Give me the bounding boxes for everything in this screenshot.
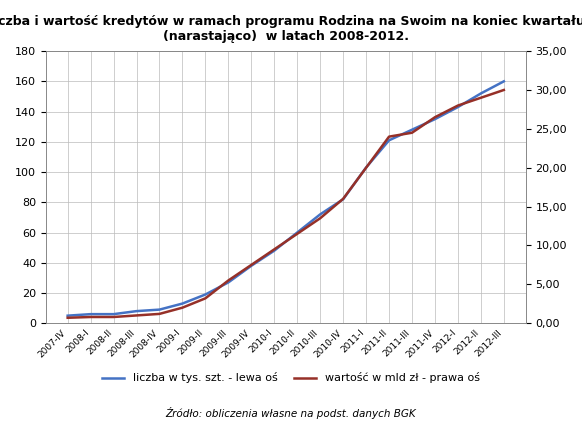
Text: Źródło: obliczenia własne na podst. danych BGK: Źródło: obliczenia własne na podst. dany…	[166, 407, 416, 419]
wartość w mld zł - prawa oś	[225, 278, 232, 283]
wartość w mld zł - prawa oś	[385, 134, 392, 139]
Line: liczba w tys. szt. - lewa oś: liczba w tys. szt. - lewa oś	[68, 81, 504, 316]
liczba w tys. szt. - lewa oś	[363, 165, 370, 170]
wartość w mld zł - prawa oś	[477, 95, 484, 100]
wartość w mld zł - prawa oś	[431, 115, 438, 120]
wartość w mld zł - prawa oś	[363, 165, 370, 170]
wartość w mld zł - prawa oś	[409, 130, 416, 135]
liczba w tys. szt. - lewa oś	[225, 280, 232, 285]
liczba w tys. szt. - lewa oś	[340, 197, 347, 202]
wartość w mld zł - prawa oś	[156, 311, 163, 316]
liczba w tys. szt. - lewa oś	[501, 79, 508, 84]
liczba w tys. szt. - lewa oś	[87, 312, 94, 317]
liczba w tys. szt. - lewa oś	[477, 91, 484, 96]
liczba w tys. szt. - lewa oś	[133, 309, 140, 314]
wartość w mld zł - prawa oś	[202, 296, 209, 301]
wartość w mld zł - prawa oś	[294, 231, 301, 236]
liczba w tys. szt. - lewa oś	[409, 127, 416, 132]
wartość w mld zł - prawa oś	[501, 87, 508, 92]
wartość w mld zł - prawa oś	[179, 305, 186, 310]
wartość w mld zł - prawa oś	[87, 314, 94, 319]
liczba w tys. szt. - lewa oś	[455, 104, 462, 110]
wartość w mld zł - prawa oś	[455, 103, 462, 108]
liczba w tys. szt. - lewa oś	[248, 263, 255, 268]
liczba w tys. szt. - lewa oś	[156, 307, 163, 312]
liczba w tys. szt. - lewa oś	[110, 312, 117, 317]
liczba w tys. szt. - lewa oś	[431, 117, 438, 122]
liczba w tys. szt. - lewa oś	[179, 301, 186, 306]
liczba w tys. szt. - lewa oś	[271, 248, 278, 253]
wartość w mld zł - prawa oś	[340, 196, 347, 201]
liczba w tys. szt. - lewa oś	[317, 212, 324, 217]
Line: wartość w mld zł - prawa oś: wartość w mld zł - prawa oś	[68, 90, 504, 318]
wartość w mld zł - prawa oś	[248, 262, 255, 267]
liczba w tys. szt. - lewa oś	[294, 230, 301, 235]
Title: Liczba i wartość kredytów w ramach programu Rodzina na Swoim na koniec kwartału
: Liczba i wartość kredytów w ramach progr…	[0, 15, 582, 43]
wartość w mld zł - prawa oś	[133, 313, 140, 318]
wartość w mld zł - prawa oś	[317, 216, 324, 221]
wartość w mld zł - prawa oś	[271, 247, 278, 252]
Legend: liczba w tys. szt. - lewa oś, wartość w mld zł - prawa oś: liczba w tys. szt. - lewa oś, wartość w …	[97, 368, 485, 388]
liczba w tys. szt. - lewa oś	[64, 313, 71, 318]
liczba w tys. szt. - lewa oś	[385, 138, 392, 143]
wartość w mld zł - prawa oś	[110, 314, 117, 319]
liczba w tys. szt. - lewa oś	[202, 292, 209, 297]
wartość w mld zł - prawa oś	[64, 315, 71, 320]
